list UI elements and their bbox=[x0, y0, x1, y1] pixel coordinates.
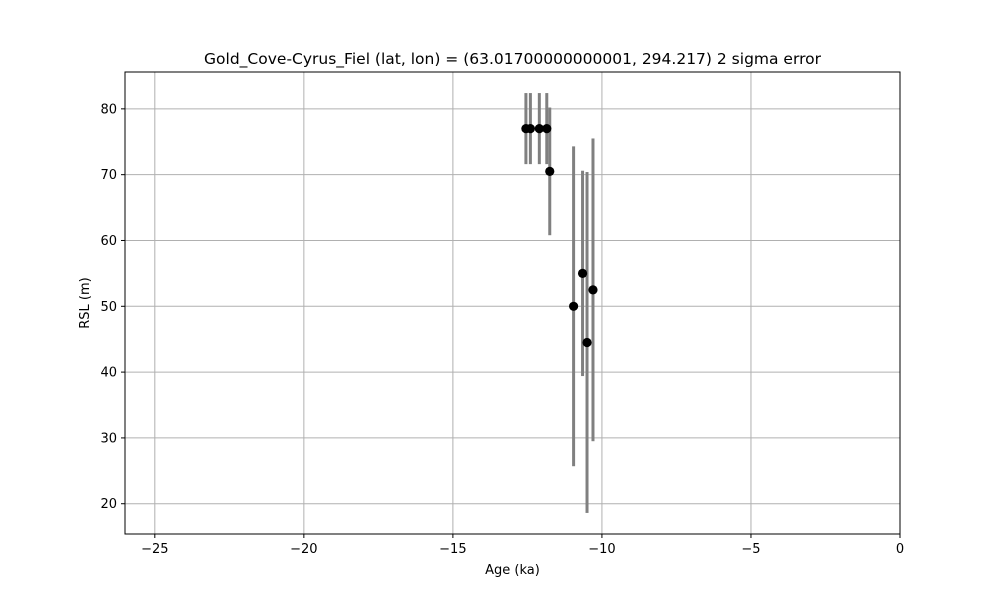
data-point bbox=[577, 268, 588, 278]
x-tick-label: −25 bbox=[141, 542, 168, 557]
data-point bbox=[582, 337, 592, 348]
y-tick-label: 80 bbox=[100, 102, 117, 117]
data-point bbox=[525, 123, 535, 134]
data-point bbox=[569, 301, 579, 311]
x-tick-label: 0 bbox=[896, 542, 904, 557]
y-tick-label: 70 bbox=[100, 168, 117, 183]
y-tick-label: 20 bbox=[100, 497, 117, 512]
x-tick-label: −20 bbox=[290, 542, 317, 557]
x-axis-label: Age (ka) bbox=[485, 563, 540, 578]
data-points bbox=[521, 123, 598, 348]
x-tick-label: −10 bbox=[588, 542, 615, 557]
y-tick-label: 60 bbox=[100, 234, 117, 249]
x-tick-label: −5 bbox=[741, 542, 760, 557]
data-point bbox=[534, 123, 544, 134]
y-tick-label: 50 bbox=[100, 300, 117, 315]
x-axis-ticks: −25 −20 −15 −10 −5 0 bbox=[141, 534, 904, 557]
x-tick-label: −15 bbox=[439, 542, 466, 557]
data-point bbox=[542, 123, 552, 134]
chart-title: Gold_Cove-Cyrus_Fiel (lat, lon) = (63.01… bbox=[204, 50, 822, 69]
plot-frame bbox=[124, 71, 901, 535]
y-tick-label: 40 bbox=[100, 366, 117, 381]
y-axis-ticks: 20 30 40 50 60 70 80 bbox=[100, 102, 125, 512]
data-point bbox=[545, 166, 555, 176]
y-axis-label: RSL (m) bbox=[78, 277, 93, 328]
y-tick-label: 30 bbox=[100, 431, 117, 446]
data-point bbox=[588, 285, 598, 295]
